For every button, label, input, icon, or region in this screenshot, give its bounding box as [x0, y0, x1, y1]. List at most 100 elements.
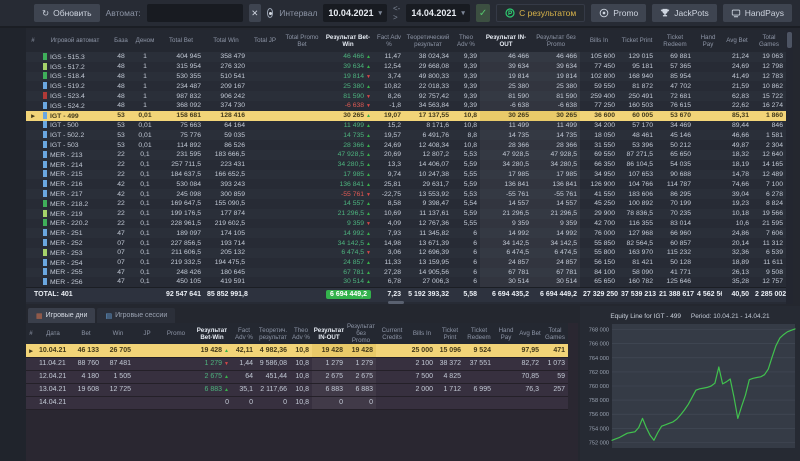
table-row[interactable]: MER - 220.2 22 0,1 228 961,5 219 602,5 9 359 ▼…	[26, 218, 786, 229]
column-header[interactable]: Total JP	[248, 30, 282, 52]
column-header[interactable]: Ticket Print	[618, 30, 656, 52]
cell-total_promo	[282, 150, 322, 160]
apply-dates-button[interactable]: ✓	[475, 4, 491, 22]
column-header[interactable]: Hand Pay	[494, 323, 518, 345]
column-header[interactable]: Total Games	[542, 323, 568, 345]
row-color-chip	[43, 180, 47, 188]
column-header[interactable]: Total Bet	[158, 30, 204, 52]
column-header[interactable]: Ticket Redeem	[656, 30, 694, 52]
table-row[interactable]: MER - 219 22 0,1 199 176,5 177 874 21 296,5 ▲ 1…	[26, 208, 786, 219]
column-header[interactable]: Деном	[132, 30, 158, 52]
table-row[interactable]: MER - 252 07 0,1 227 856,5 193 714 34 142,5 ▲ 1…	[26, 238, 786, 248]
with-result-button[interactable]: С результатом	[496, 4, 586, 22]
table-row[interactable]: IGT - 502.2 53 0,01 75 776 59 035 14 735 ▲ 19,5…	[26, 130, 786, 141]
table-row[interactable]: IGS - 515.3 48 1 404 945 358 479 46 466 ▲ 11,47…	[26, 52, 786, 62]
column-header[interactable]: #	[26, 323, 36, 345]
column-header[interactable]: Bet	[70, 323, 102, 345]
table-row[interactable]: 13.04.21 19 608 12 725 6 883 ▲ 35,1 2 117,66 10…	[26, 383, 568, 397]
column-header[interactable]: Avg Bet	[722, 30, 752, 52]
scrollbar-thumb[interactable]	[787, 32, 792, 48]
table-row[interactable]: ▸ 10.04.21 46 133 26 705 19 428 ▲ 42,11 4 982,3…	[26, 344, 568, 358]
cell-total_games: 11 312	[762, 239, 783, 247]
column-header[interactable]: База	[110, 30, 132, 52]
result-value: -55 761	[340, 190, 365, 198]
table-row[interactable]: MER - 218.2 22 0,1 169 647,5 155 090,5 14 557…	[26, 198, 786, 209]
column-header[interactable]: Total Promo Bet	[282, 30, 322, 52]
cell-base: 48	[117, 82, 125, 90]
table-row[interactable]: MER - 213 22 0,1 231 595 183 666,5 47 928,5 ▲ 2…	[26, 149, 786, 160]
date-from-field[interactable]: 10.04.2021 ▾	[323, 4, 387, 22]
scrollbar[interactable]	[786, 30, 793, 304]
cell-result_bw: 28 366 ▲	[322, 140, 374, 150]
table-row[interactable]: MER - 251 47 0,1 189 097 174 105 14 992 ▲ 7,93 1…	[26, 228, 786, 239]
column-header[interactable]: Теоретический результат	[404, 30, 452, 52]
column-header[interactable]: Avg Bet	[518, 323, 542, 345]
table-row[interactable]: 14.04.21 0 0 0 10,8 0 0	[26, 396, 568, 410]
column-header[interactable]: Игровой автомат	[40, 30, 110, 52]
column-header[interactable]: Fact Adv %	[374, 30, 404, 52]
column-header[interactable]: Total Games	[752, 30, 786, 52]
cell-machine: IGS - 523.4	[40, 91, 110, 101]
handpays-button[interactable]: HandPays	[722, 4, 792, 22]
column-header[interactable]: Fact Adv %	[232, 323, 256, 345]
table-row[interactable]: IGS - 518.4 48 1 530 355 510 541 19 814 ▼ 3,74 4…	[26, 71, 786, 82]
splitter-handle[interactable]	[388, 301, 404, 304]
table-row[interactable]: MER - 217 42 0,1 245 098 300 859 -55 761 ▼ -22,…	[26, 189, 786, 199]
clear-machine-button[interactable]: ✕	[248, 4, 261, 22]
interval-radio[interactable]	[266, 8, 274, 18]
column-header[interactable]: Результат Bet-Win	[192, 323, 232, 345]
column-header[interactable]: Bills In	[408, 323, 436, 345]
table-row[interactable]: MER - 256 47 0,1 450 105 419 591 30 514 ▲ 6,78 2…	[26, 277, 786, 288]
column-header[interactable]: Total Win	[204, 30, 248, 52]
table-row[interactable]: IGS - 517.2 48 1 315 954 276 320 39 634 ▲ 12,54…	[26, 61, 786, 72]
cell-hand_pay	[694, 189, 722, 199]
table-row[interactable]: IGT - 503 53 0,01 114 892 86 526 28 366 ▲ 24,69…	[26, 140, 786, 150]
column-header[interactable]: #	[26, 30, 40, 52]
cell-denom: 0,01	[138, 141, 152, 149]
column-header[interactable]: Hand Pay	[694, 30, 722, 52]
table-row[interactable]: IGS - 523.4 48 1 987 832 906 242 81 590 ▼ 8,26 9…	[26, 91, 786, 101]
cell-machine: MER - 251	[40, 228, 110, 238]
table-row[interactable]: MER - 215 22 0,1 184 637,5 166 652,5 17 985 ▲ 9…	[26, 169, 786, 180]
column-header[interactable]: Результат Bet-Win	[322, 30, 374, 52]
column-header[interactable]: Результат без Promo	[532, 30, 580, 52]
column-header[interactable]: Theo Adv %	[452, 30, 480, 52]
promo-button[interactable]: Promo	[591, 4, 647, 22]
column-header[interactable]: Теоретич. результат	[256, 323, 290, 345]
date-to-field[interactable]: 14.04.2021 ▾	[406, 4, 470, 22]
table-row[interactable]: 11.04.21 88 760 87 481 1 279 ▼ 1,44 9 586,08 10…	[26, 357, 568, 371]
table-row[interactable]: ▸ IGT - 499 53 0,01 158 681 128 416 30 265 ▲ 19,…	[26, 110, 786, 121]
table-row[interactable]: MER - 214 22 0,1 257 711,5 223 431 34 280,5 ▲ 1…	[26, 159, 786, 170]
table-row[interactable]: 12.04.21 4 180 1 505 2 675 ▲ 64 451,44 10,8 2 67…	[26, 370, 568, 384]
table-row[interactable]: MER - 255 47 0,1 248 426 180 645 67 781 ▲ 27,28…	[26, 267, 786, 278]
column-header[interactable]: Результат IN-OUT	[480, 30, 532, 52]
column-header[interactable]: Promo	[160, 323, 192, 345]
table-row[interactable]: IGS - 519.2 48 1 234 487 209 167 25 380 ▲ 10,82…	[26, 81, 786, 92]
column-header[interactable]: Дата	[36, 323, 70, 345]
column-header[interactable]: Ticket Print	[436, 323, 464, 345]
cell-avg_bet: 19,23	[731, 200, 749, 208]
column-header[interactable]: Результат IN-OUT	[312, 323, 346, 345]
column-header[interactable]: Результат без Promo	[346, 323, 376, 345]
tab-game-sessions[interactable]: ▤ Игровые сессии	[97, 308, 176, 323]
table-row[interactable]: IGS - 524.2 48 1 368 092 374 730 -6 638 ▼ -1,8 3…	[26, 100, 786, 111]
cell-fact_adv: 11,33	[384, 259, 401, 267]
table-row[interactable]: MER - 254 07 0,1 219 332,5 194 475,5 24 857 ▲ 1…	[26, 257, 786, 268]
table-row[interactable]: MER - 216 42 0,1 530 084 393 243 136 841 ▲ 25,8…	[26, 179, 786, 190]
cell-win: 26 705	[102, 344, 134, 358]
column-header[interactable]: Win	[102, 323, 134, 345]
column-header[interactable]: Ticket Redeem	[464, 323, 494, 345]
column-header[interactable]: Bills In	[580, 30, 618, 52]
table-row[interactable]: MER - 253 07 0,1 211 606,5 205 132 6 474,5 ▼ 3,…	[26, 247, 786, 258]
column-header[interactable]: JP	[134, 323, 160, 345]
cell-total_win: 64 164	[224, 121, 245, 129]
column-header[interactable]: Theo Adv %	[290, 323, 312, 345]
cell-result_bez: 21 296,5	[532, 208, 580, 219]
refresh-button[interactable]: ↻ Обновить	[34, 4, 100, 22]
jackpots-button[interactable]: JackPots	[652, 4, 717, 22]
column-header[interactable]: Current Credits	[376, 323, 408, 345]
table-row[interactable]: IGT - 500 53 0,01 75 663 64 164 11 499 ▲ 15,2 8 …	[26, 120, 786, 131]
machine-input[interactable]	[146, 4, 243, 22]
cell-ticket_redeem	[464, 370, 494, 384]
tab-game-days[interactable]: ▦ Игровые дни	[28, 308, 96, 323]
